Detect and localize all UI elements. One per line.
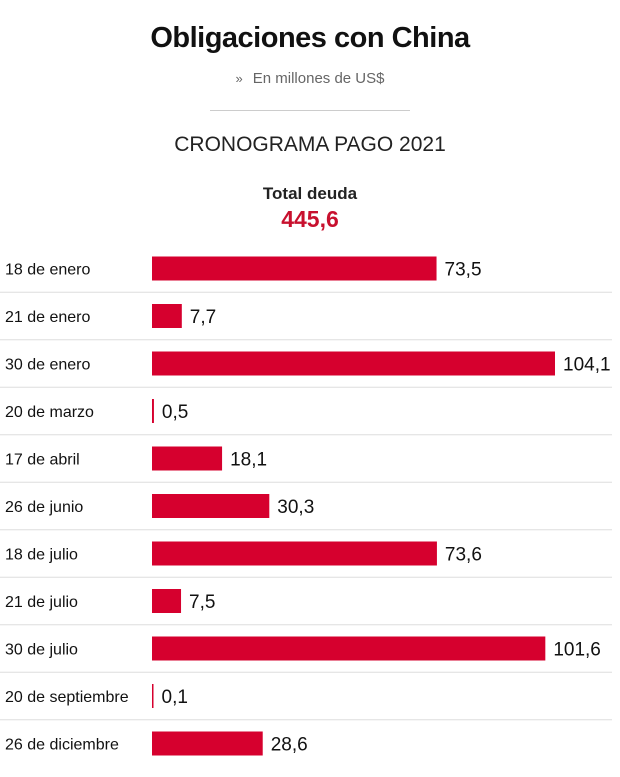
value-label: 7,7 bbox=[190, 307, 216, 328]
bar bbox=[152, 636, 546, 661]
category-label: 26 de diciembre bbox=[5, 737, 119, 754]
category-label: 17 de abril bbox=[5, 452, 80, 469]
value-label: 7,5 bbox=[189, 592, 215, 613]
bar bbox=[152, 399, 154, 423]
bar bbox=[152, 684, 154, 708]
value-label: 104,1 bbox=[563, 355, 611, 376]
bar bbox=[152, 304, 182, 328]
bar bbox=[152, 494, 270, 518]
category-label: 18 de enero bbox=[5, 262, 91, 279]
value-label: 0,5 bbox=[162, 402, 188, 423]
value-label: 28,6 bbox=[271, 735, 308, 756]
subtitle-text: En millones de US$ bbox=[252, 70, 385, 87]
value-label: 101,6 bbox=[553, 640, 601, 661]
chart-subtitle: » En millones de US$ bbox=[0, 70, 620, 87]
bar bbox=[152, 589, 182, 613]
category-label: 30 de enero bbox=[5, 357, 91, 374]
value-label: 30,3 bbox=[277, 497, 314, 518]
bar bbox=[152, 731, 263, 756]
value-label: 73,6 bbox=[445, 545, 482, 566]
category-label: 18 de julio bbox=[5, 547, 78, 564]
category-label: 21 de enero bbox=[5, 309, 91, 326]
value-label: 73,5 bbox=[445, 260, 482, 281]
value-label: 0,1 bbox=[162, 687, 188, 708]
category-label: 26 de junio bbox=[5, 499, 83, 516]
category-label: 20 de septiembre bbox=[5, 689, 129, 706]
bar bbox=[152, 351, 555, 376]
bar bbox=[152, 446, 223, 471]
section-title: CRONOGRAMA PAGO 2021 bbox=[174, 133, 446, 156]
total-label: Total deuda bbox=[262, 184, 358, 203]
bar bbox=[152, 541, 437, 566]
category-label: 30 de julio bbox=[5, 642, 78, 659]
title-divider bbox=[210, 110, 410, 111]
category-label: 21 de julio bbox=[5, 594, 78, 611]
total-value: 445,6 bbox=[281, 206, 339, 232]
bar bbox=[152, 256, 437, 281]
value-label: 18,1 bbox=[230, 450, 267, 471]
chart-title: Obligaciones con China bbox=[150, 22, 470, 54]
subtitle-marker: » bbox=[235, 71, 243, 86]
category-label: 20 de marzo bbox=[5, 404, 94, 421]
